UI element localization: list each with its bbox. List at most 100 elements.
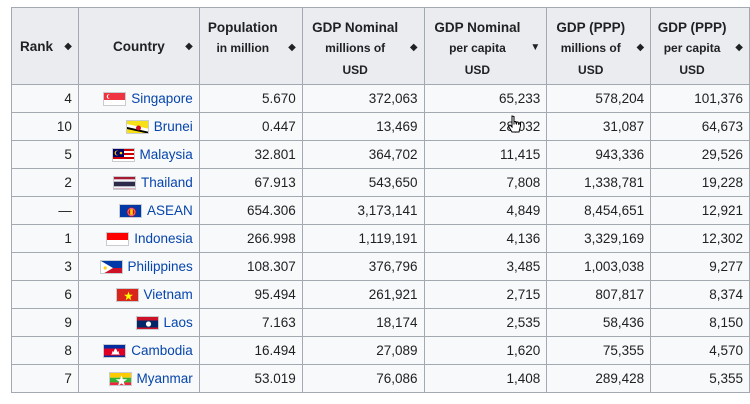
header-gdp-ppp-per-capita[interactable]: GDP (PPP) per capita USD ◆ (650, 7, 750, 85)
table-row: 5 Malaysia 32.801 364,702 11,415 943,336 29,52… (11, 140, 750, 169)
pointer-cursor-icon (507, 115, 521, 133)
header-gdp-ppp-pc-line3: USD (679, 63, 705, 77)
rank-cell: 5 (11, 140, 79, 169)
country-link-singapore[interactable]: Singapore (131, 91, 193, 107)
flag-indonesia-icon (106, 231, 130, 246)
country-link-indonesia[interactable]: Indonesia (134, 231, 193, 247)
table-body: 4 Singapore 5.670 372,063 65,233 578,204 101,3… (11, 84, 750, 393)
gdp-nominal-per-capita-cell: 28,032 (423, 112, 548, 141)
country-cell: Thailand (77, 168, 200, 197)
header-gdp-ppp-pc-line2: per capita (663, 41, 721, 55)
country-cell: Singapore (77, 84, 200, 113)
gdp-nominal-cell: 18,174 (301, 308, 425, 337)
gdp-nominal-per-capita-cell: 65,233 (423, 84, 548, 113)
country-cell: Brunei (77, 112, 200, 141)
gdp-ppp-cell: 578,204 (546, 84, 652, 113)
gdp-ppp-per-capita-cell: 29,526 (650, 140, 750, 169)
gdp-ppp-cell: 75,355 (546, 336, 652, 365)
gdp-nominal-per-capita-cell: 2,535 (423, 308, 548, 337)
header-country[interactable]: Country ◆ (77, 7, 200, 85)
table-row: 4 Singapore 5.670 372,063 65,233 578,204 101,3… (11, 84, 750, 113)
header-gdp-ppp[interactable]: GDP (PPP) millions of USD ◆ (546, 7, 652, 85)
population-cell: 0.447 (198, 112, 303, 141)
flag-vietnam-icon (115, 287, 139, 302)
country-link-malaysia[interactable]: Malaysia (139, 147, 193, 163)
flag-brunei-icon (125, 119, 149, 134)
gdp-nominal-cell: 543,650 (301, 168, 425, 197)
gdp-ppp-cell: 31,087 (546, 112, 652, 141)
header-gdp-nominal-line2: millions of (325, 41, 386, 55)
sort-both-icon[interactable]: ◆ (64, 41, 72, 52)
country-link-brunei[interactable]: Brunei (153, 119, 193, 135)
header-gdp-nominal-pc-line3: USD (464, 63, 491, 77)
table-row: 9 Laos 7.163 18,174 2,535 58,436 8,150 (11, 308, 750, 337)
header-gdp-nominal[interactable]: GDP Nominal millions of USD ◆ (301, 7, 425, 85)
gdp-table: Rank ◆ Country ◆ Population in million ◆… (11, 7, 750, 393)
header-rank[interactable]: Rank ◆ (11, 7, 79, 85)
gdp-ppp-cell: 3,329,169 (546, 224, 652, 253)
flag-asean-icon (119, 203, 143, 218)
header-rank-label: Rank (20, 38, 54, 54)
population-cell: 32.801 (198, 140, 303, 169)
country-link-asean[interactable]: ASEAN (147, 203, 193, 219)
gdp-ppp-cell: 1,003,038 (546, 252, 652, 281)
rank-cell: 4 (11, 84, 79, 113)
population-cell: 67.913 (198, 168, 303, 197)
country-cell: Indonesia (77, 224, 200, 253)
header-gdp-ppp-line3: USD (578, 63, 604, 77)
header-gdp-ppp-line1: GDP (PPP) (556, 20, 626, 35)
gdp-nominal-cell: 1,119,191 (301, 224, 425, 253)
flag-laos-icon (135, 315, 159, 330)
header-population[interactable]: Population in million ◆ (198, 7, 303, 85)
sort-both-icon[interactable]: ◆ (409, 42, 418, 53)
sort-desc-icon[interactable]: ▼ (530, 42, 541, 53)
country-link-vietnam[interactable]: Vietnam (143, 287, 193, 303)
flag-cambodia-icon (103, 343, 127, 358)
gdp-nominal-per-capita-cell: 11,415 (423, 140, 548, 169)
country-cell: Philippines (77, 252, 200, 281)
gdp-nominal-per-capita-cell: 2,715 (423, 280, 548, 309)
country-link-philippines[interactable]: Philippines (127, 259, 193, 275)
gdp-ppp-per-capita-cell: 9,277 (650, 252, 750, 281)
population-cell: 53.019 (198, 364, 303, 393)
gdp-ppp-per-capita-cell: 5,355 (650, 364, 750, 393)
sort-both-icon[interactable]: ◆ (288, 42, 296, 53)
flag-myanmar-icon (108, 371, 132, 386)
gdp-ppp-per-capita-cell: 8,150 (650, 308, 750, 337)
rank-cell: 2 (11, 168, 79, 197)
country-link-laos[interactable]: Laos (163, 315, 193, 331)
country-link-thailand[interactable]: Thailand (141, 175, 193, 191)
gdp-nominal-per-capita-cell: 4,136 (423, 224, 548, 253)
header-gdp-ppp-line2: millions of (560, 41, 621, 55)
rank-cell: 9 (11, 308, 79, 337)
gdp-nominal-per-capita-cell: 3,485 (423, 252, 548, 281)
country-link-cambodia[interactable]: Cambodia (131, 343, 193, 359)
country-cell: Vietnam (77, 280, 200, 309)
country-cell: Laos (77, 308, 200, 337)
gdp-ppp-per-capita-cell: 64,673 (650, 112, 750, 141)
header-population-line2: in million (216, 41, 270, 55)
flag-philippines-icon (99, 259, 123, 274)
table-row: 2 Thailand 67.913 543,650 7,808 1,338,781 19,2… (11, 168, 750, 197)
flag-malaysia-icon (111, 147, 135, 162)
gdp-nominal-cell: 27,089 (301, 336, 425, 365)
country-cell: Malaysia (77, 140, 200, 169)
header-gdp-nominal-per-capita[interactable]: GDP Nominal per capita USD ▼ (423, 7, 548, 85)
table-row: — ASEAN 654.306 3,173,141 4,849 8,454,651 12,9… (11, 196, 750, 225)
table-row: 6 Vietnam 95.494 261,921 2,715 807,817 8,374 (11, 280, 750, 309)
gdp-nominal-per-capita-cell: 1,408 (423, 364, 548, 393)
country-cell: Myanmar (77, 364, 200, 393)
population-cell: 266.998 (198, 224, 303, 253)
rank-cell: 1 (11, 224, 79, 253)
gdp-nominal-cell: 376,796 (301, 252, 425, 281)
gdp-ppp-per-capita-cell: 8,374 (650, 280, 750, 309)
gdp-nominal-per-capita-cell: 1,620 (423, 336, 548, 365)
rank-cell: — (11, 196, 79, 225)
rank-cell: 10 (11, 112, 79, 141)
sort-both-icon[interactable]: ◆ (185, 41, 193, 52)
country-cell: Cambodia (77, 336, 200, 365)
population-cell: 108.307 (198, 252, 303, 281)
sort-both-icon[interactable]: ◆ (636, 42, 645, 53)
sort-both-icon[interactable]: ◆ (735, 42, 743, 53)
country-link-myanmar[interactable]: Myanmar (136, 371, 193, 387)
